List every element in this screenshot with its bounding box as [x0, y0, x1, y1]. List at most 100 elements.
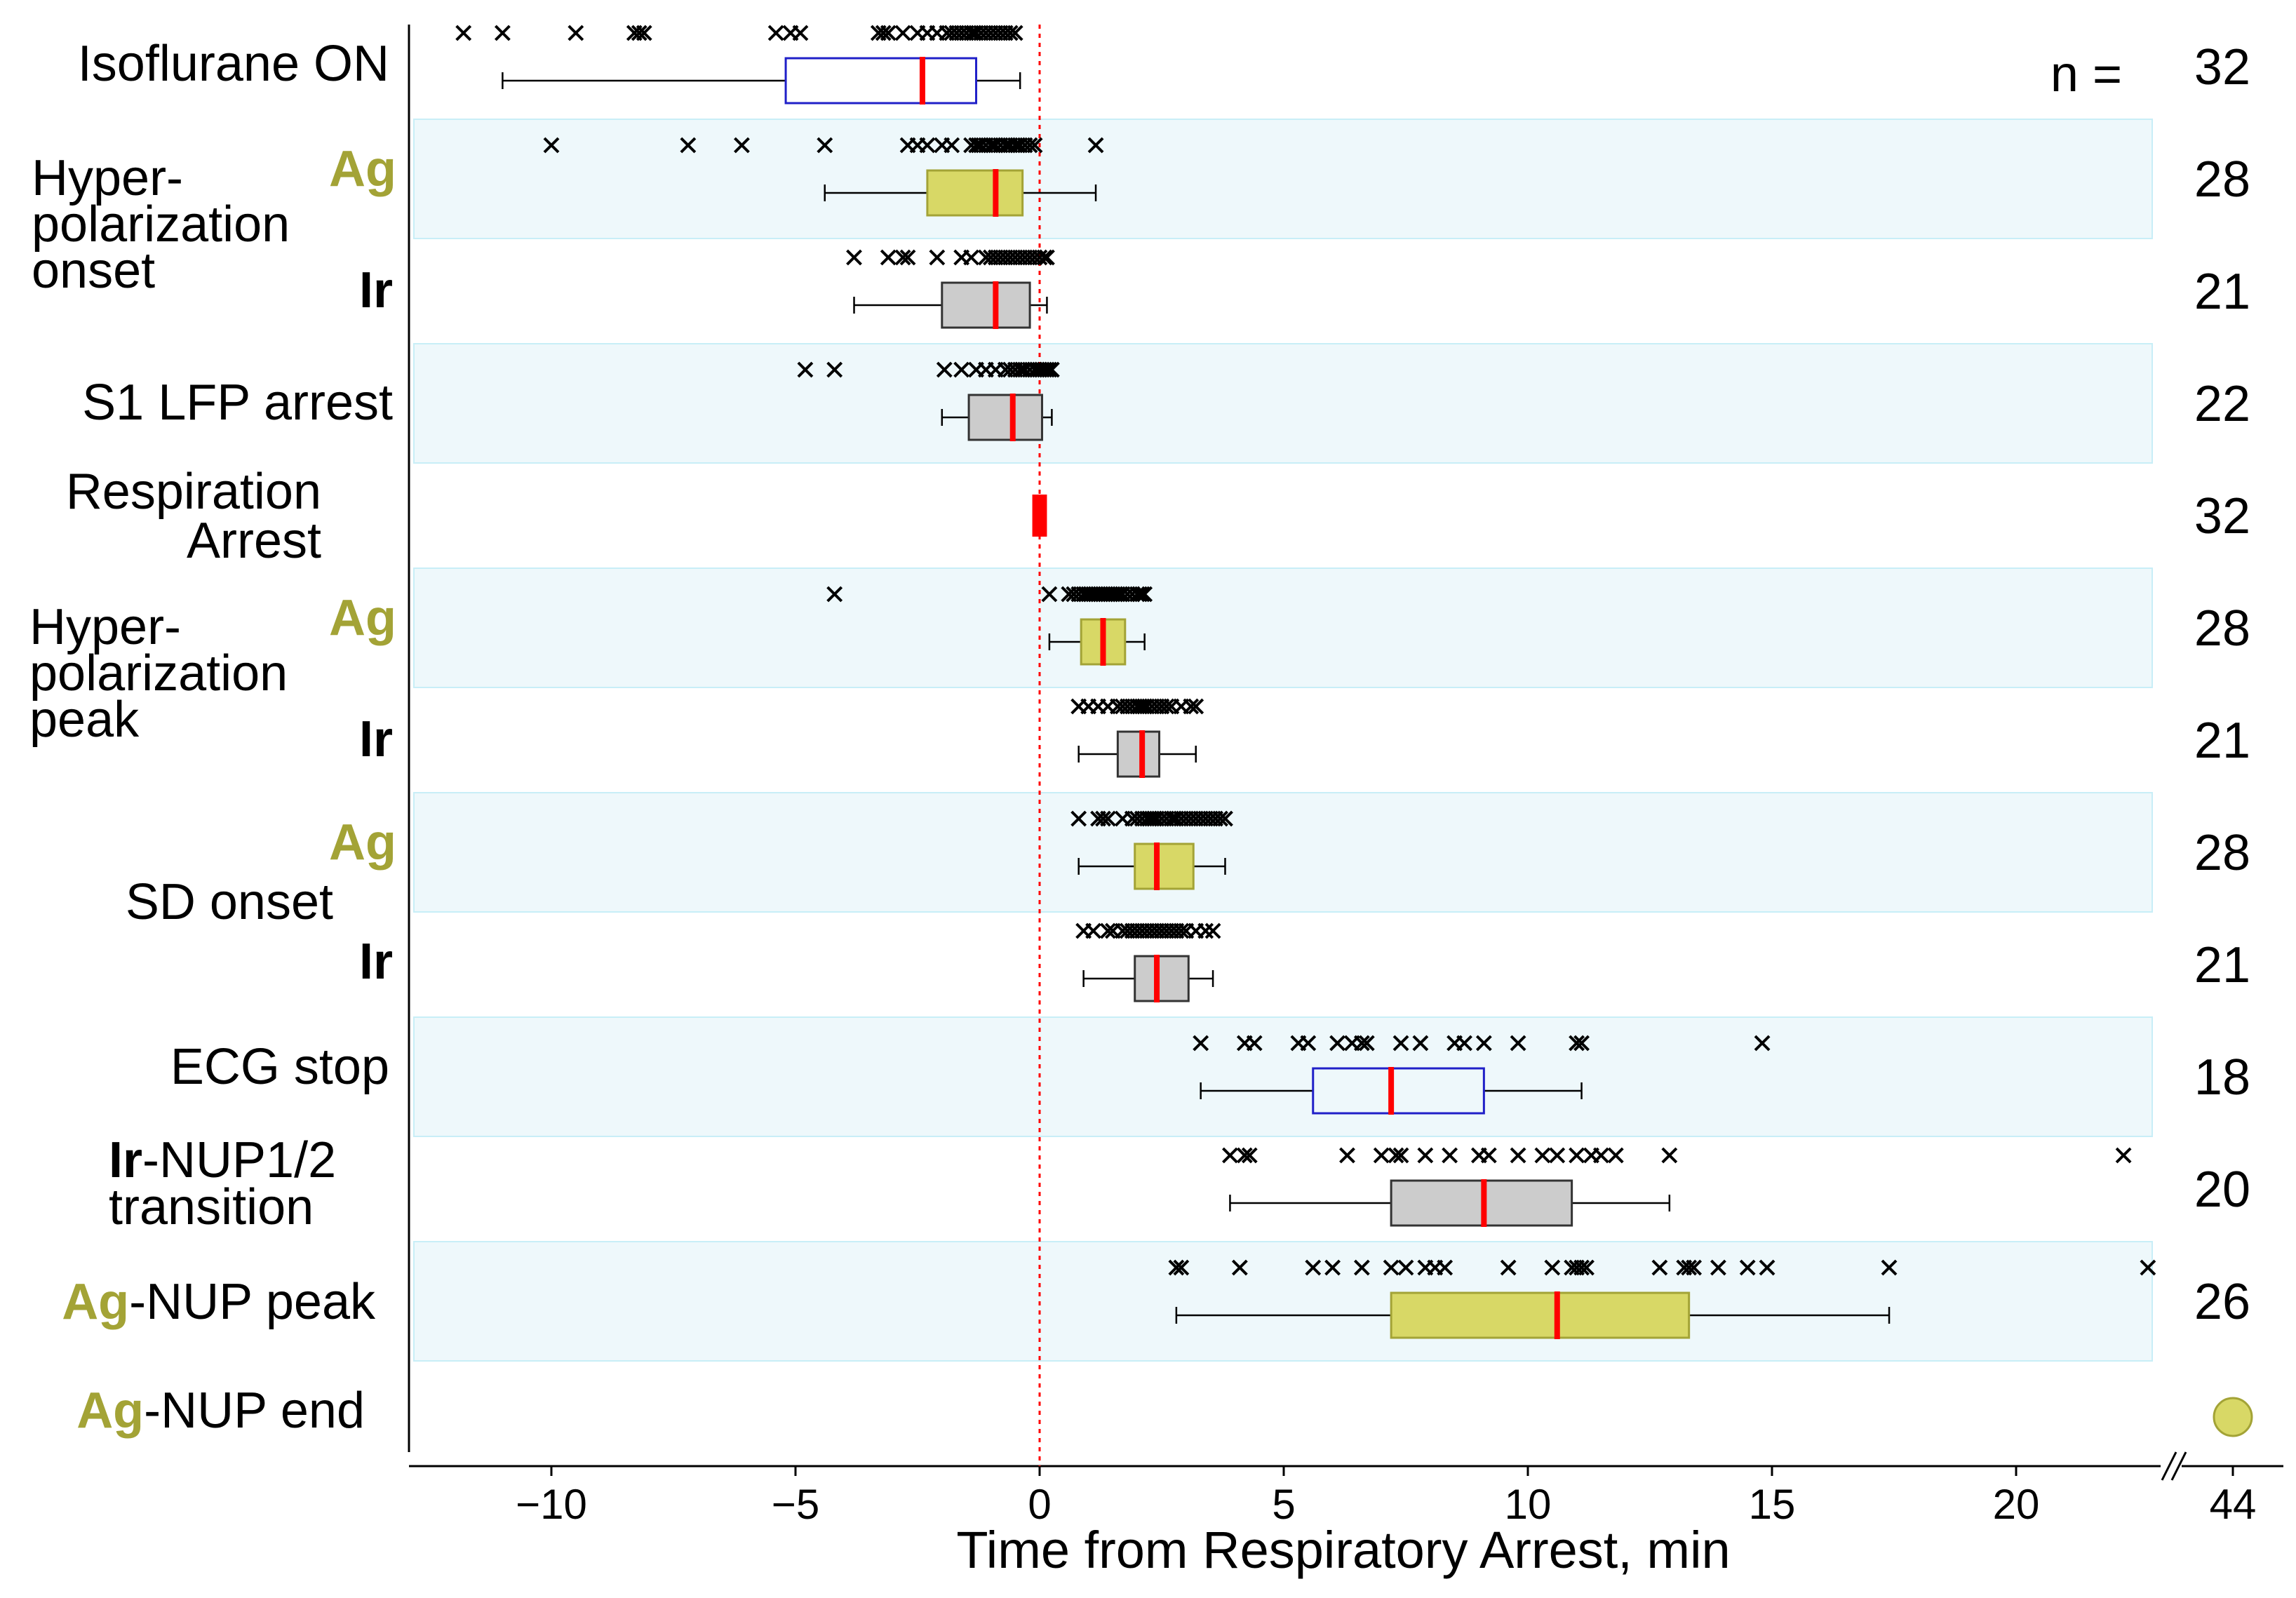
x-axis-label: Time from Respiratory Arrest, min — [956, 1521, 1730, 1579]
data-point — [1480, 1147, 1497, 1164]
data-point — [1241, 1147, 1258, 1164]
series-group — [543, 137, 1104, 217]
n-value: 26 — [2194, 1274, 2250, 1330]
row-band — [413, 1016, 2153, 1137]
data-point — [1397, 1259, 1414, 1276]
data-point — [1041, 361, 1058, 378]
data-point — [1029, 361, 1045, 378]
data-point — [1442, 1147, 1458, 1164]
data-point — [826, 586, 843, 603]
iqr-box — [926, 169, 1024, 217]
break-tick-label: 44 — [2210, 1481, 2257, 1528]
row-band — [413, 568, 2153, 688]
data-point — [899, 249, 916, 266]
row-label-line: Hyper- — [32, 150, 183, 206]
data-point — [1141, 810, 1158, 827]
data-point — [1136, 586, 1153, 603]
x-tick-label: −5 — [772, 1481, 819, 1528]
row-label-line: Arrest — [187, 513, 321, 569]
data-point — [985, 137, 1002, 154]
data-point — [1358, 1035, 1375, 1052]
data-point — [455, 25, 472, 41]
n-value: 22 — [2194, 376, 2250, 432]
data-point — [2115, 1147, 2132, 1164]
data-point — [1569, 1035, 1585, 1052]
data-point — [1217, 810, 1233, 827]
row-label-line: Hyper- — [29, 599, 181, 655]
data-point — [1569, 1147, 1585, 1164]
n-value: 28 — [2194, 825, 2250, 881]
data-point — [636, 25, 652, 41]
iqr-box — [784, 57, 978, 105]
data-point — [1085, 922, 1101, 939]
row-label-line: Ag-NUP peak — [62, 1274, 376, 1330]
data-point — [1510, 1035, 1526, 1052]
data-point — [1534, 1147, 1551, 1164]
row-tag: Ag — [329, 814, 396, 871]
data-point — [1112, 586, 1129, 603]
data-point — [1070, 810, 1087, 827]
data-point — [1134, 586, 1150, 603]
data-point — [1549, 1147, 1566, 1164]
data-point — [880, 25, 897, 41]
n-value: 21 — [2194, 713, 2250, 769]
row-tag: Ir — [359, 711, 393, 767]
row-label-line: peak — [29, 692, 140, 748]
data-point — [1197, 922, 1214, 939]
series-group — [455, 25, 1023, 105]
data-point — [1353, 1035, 1370, 1052]
data-point — [734, 137, 750, 154]
series-group — [846, 249, 1055, 329]
data-point — [1236, 1147, 1253, 1164]
row-label-line: polarization — [29, 645, 288, 701]
data-point — [1353, 1259, 1370, 1276]
data-point — [1043, 361, 1060, 378]
data-point — [953, 361, 970, 378]
data-point — [1204, 922, 1221, 939]
row-tag: Ir — [359, 262, 393, 318]
data-point — [1383, 1259, 1399, 1276]
data-point — [875, 25, 892, 41]
data-point — [1388, 1147, 1404, 1164]
n-value: 21 — [2194, 264, 2250, 320]
data-point — [1132, 586, 1148, 603]
n-value: 32 — [2194, 39, 2250, 95]
axis-break-mark — [2161, 1451, 2187, 1481]
data-point — [2140, 1259, 2156, 1276]
data-point — [1651, 1259, 1668, 1276]
data-point — [792, 25, 809, 41]
data-point — [1183, 698, 1200, 715]
data-point — [1041, 586, 1058, 603]
row-label-line: ECG stop — [170, 1039, 389, 1095]
data-point — [1661, 1147, 1678, 1164]
data-point — [1231, 1259, 1248, 1276]
data-point — [1095, 810, 1111, 827]
x-tick-label: 10 — [1505, 1481, 1552, 1528]
single-value-marker — [2213, 1397, 2253, 1437]
n-value: 32 — [2194, 488, 2250, 544]
data-point — [894, 25, 911, 41]
data-point — [680, 137, 697, 154]
data-point — [1412, 1035, 1429, 1052]
row-label-line: S1 LFP arrest — [82, 375, 393, 431]
data-point — [1475, 1035, 1492, 1052]
data-point — [1573, 1259, 1590, 1276]
row-band — [413, 792, 2153, 913]
x-tick-label: 0 — [1028, 1481, 1051, 1528]
row-tag: Ir — [359, 934, 393, 990]
series-group — [1075, 922, 1221, 1002]
data-point — [1392, 1147, 1409, 1164]
data-point — [543, 137, 560, 154]
row-label-line: transition — [109, 1179, 314, 1235]
data-point — [846, 249, 862, 266]
n-values: 32 28 21 22 32 28 21 28 21 18 20 26 — [2194, 39, 2250, 1330]
data-point — [1592, 1147, 1609, 1164]
row-label-line: Ir-NUP1/2 — [109, 1132, 336, 1188]
series-group — [826, 586, 1153, 666]
data-point — [1146, 810, 1162, 827]
data-point — [1007, 25, 1023, 41]
respiration-arrest-marker — [1032, 495, 1047, 537]
row-tag: Ag — [329, 141, 396, 197]
n-header: n = — [2050, 46, 2122, 102]
data-point — [1754, 1035, 1771, 1052]
